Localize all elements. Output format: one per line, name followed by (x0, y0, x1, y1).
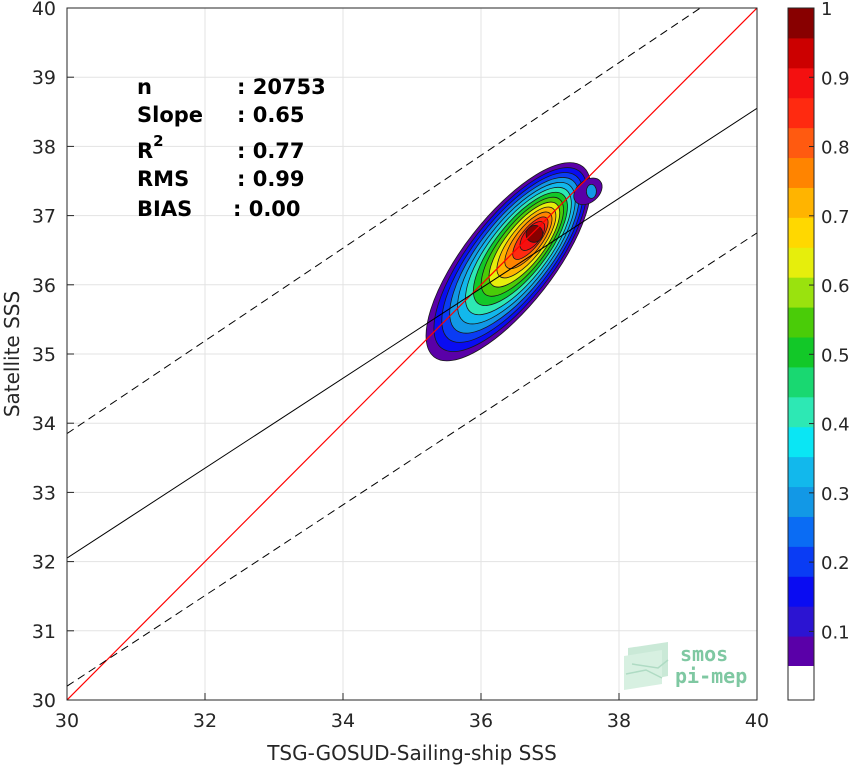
colorbar-segment (788, 337, 814, 368)
colorbar-segment (788, 576, 814, 607)
y-tick-label: 34 (32, 413, 56, 435)
x-tick-label: 36 (469, 710, 493, 732)
colorbar-segment (788, 486, 814, 517)
logo-text-smos: smos (680, 642, 728, 666)
colorbar-segment (788, 277, 814, 308)
x-tick-label: 38 (607, 710, 631, 732)
colorbar-segment (788, 606, 814, 637)
colorbar-tick-label: 0.6 (821, 276, 850, 297)
logo-mark (624, 642, 669, 690)
stats-box: n : 20753 Slope : 0.65 R2 : 0.77 RMS : 0… (137, 75, 326, 221)
upper-bound-dashed-line (67, 8, 702, 434)
colorbar-segment (788, 456, 814, 488)
colorbar-tick-label: 0.4 (821, 415, 850, 436)
colorbar-tick-label: 0.3 (821, 484, 850, 505)
grid-lines (66, 7, 758, 701)
stat-r2-value: : 0.77 (237, 139, 305, 163)
density-blob-core (586, 183, 597, 199)
y-axis: 30 31 32 33 34 35 36 37 38 39 40 (32, 0, 74, 712)
y-tick-label: 32 (32, 552, 56, 574)
smos-pi-mep-logo: smos pi-mep (624, 642, 747, 690)
stat-n-label: n (137, 75, 152, 99)
stat-rms-value: : 0.99 (237, 167, 305, 191)
x-axis-label: TSG-GOSUD-Sailing-ship SSS (266, 741, 557, 765)
x-tick-label: 30 (55, 710, 79, 732)
density-contour (525, 225, 544, 243)
colorbar-zero-segment (788, 666, 814, 700)
y-tick-label: 31 (32, 621, 56, 643)
stat-slope-value: : 0.65 (237, 103, 305, 127)
y-tick-label: 33 (32, 482, 56, 504)
colorbar: 0.1 0.2 0.3 0.4 0.5 0.6 0.7 0.8 0.9 1 (787, 0, 850, 701)
colorbar-tick-label: 0.1 (821, 622, 850, 643)
colorbar-segment (788, 217, 814, 248)
x-tick-label: 34 (331, 710, 355, 732)
colorbar-tick-label: 0.2 (821, 553, 850, 574)
colorbar-tick-label: 0.7 (821, 207, 850, 228)
stat-r2-label: R2 (137, 132, 164, 163)
density-contours (425, 162, 603, 362)
colorbar-tick-label: 0.8 (821, 138, 850, 159)
colorbar-segment (788, 8, 814, 39)
colorbar-segment (788, 366, 814, 398)
colorbar-segment (788, 247, 814, 278)
stat-r2-superscript: 2 (153, 132, 163, 150)
colorbar-segment (788, 127, 814, 159)
y-tick-label: 30 (32, 690, 56, 712)
reference-lines (67, 8, 757, 700)
colorbar-segment (788, 37, 814, 69)
regression-line (67, 107, 757, 559)
y-tick-label: 38 (32, 136, 56, 158)
logo-text-pi-mep: pi-mep (675, 664, 747, 688)
colorbar-tick-label: 0.9 (821, 68, 850, 89)
stat-slope-label: Slope (137, 103, 203, 127)
colorbar-segment (788, 426, 814, 458)
stat-r2-base: R (137, 139, 153, 163)
stat-bias-value: : 0.00 (233, 197, 301, 221)
stat-bias-label: BIAS (137, 197, 192, 221)
colorbar-segment (788, 546, 814, 577)
lower-bound-dashed-line (67, 232, 757, 687)
colorbar-segment (788, 516, 814, 547)
x-tick-label: 32 (193, 710, 217, 732)
colorbar-segment (788, 307, 814, 338)
stat-rms-label: RMS (137, 167, 189, 191)
y-tick-label: 35 (32, 344, 56, 366)
identity-line (67, 8, 757, 700)
x-axis: 30 32 34 36 38 40 (55, 693, 769, 732)
colorbar-segment (788, 396, 814, 428)
colorbar-segment (788, 636, 814, 667)
colorbar-segment (788, 97, 814, 129)
colorbar-tick-label: 1 (821, 0, 832, 20)
y-tick-label: 37 (32, 206, 56, 228)
colorbar-segment (788, 187, 814, 218)
colorbar-segment (788, 67, 814, 99)
y-axis-label: Satellite SSS (0, 291, 24, 417)
y-tick-label: 36 (32, 275, 56, 297)
colorbar-segment (788, 157, 814, 188)
stat-n-value: : 20753 (237, 75, 326, 99)
colorbar-tick-label: 0.5 (821, 345, 850, 366)
x-tick-label: 40 (745, 710, 769, 732)
y-tick-label: 39 (32, 67, 56, 89)
y-tick-label: 40 (32, 0, 56, 20)
